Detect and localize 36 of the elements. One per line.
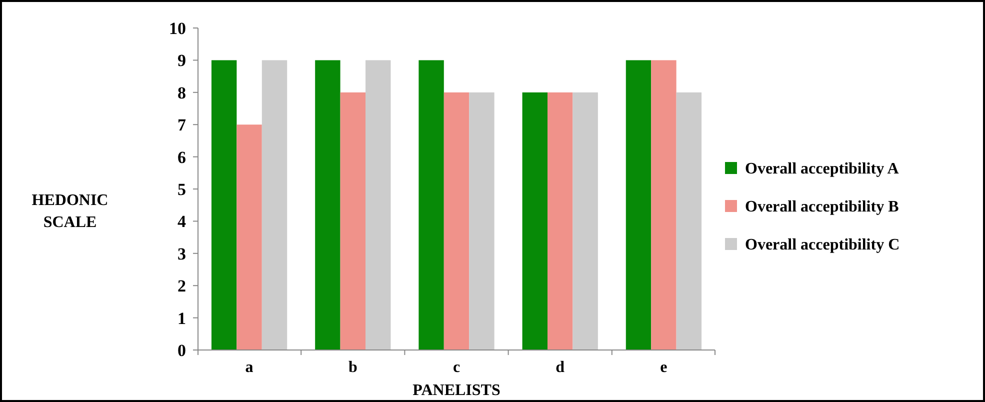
x-tick-label: a	[245, 359, 254, 376]
bar	[676, 92, 702, 350]
y-tick-label: 6	[178, 148, 186, 167]
bar	[211, 60, 237, 350]
legend-label: Overall acceptibility B	[745, 198, 900, 216]
y-tick-label: 7	[178, 116, 186, 135]
y-tick-label: 10	[169, 18, 186, 38]
bar	[340, 92, 366, 350]
bar	[626, 60, 652, 350]
x-tick-label: c	[452, 359, 460, 376]
legend-label: Overall acceptibility A	[745, 160, 900, 178]
bar	[418, 60, 444, 350]
y-tick-label: 5	[178, 180, 186, 199]
bar	[548, 92, 573, 350]
y-tick-label: 4	[178, 212, 186, 232]
y-tick-label: 0	[178, 340, 186, 360]
y-axis-title: HEDONIC SCALE	[32, 192, 108, 231]
legend-label: Overall acceptibility C	[745, 236, 900, 254]
bar	[366, 60, 391, 350]
bar	[444, 92, 470, 350]
x-tick-label: d	[556, 359, 565, 376]
y-tick-label: 2	[178, 276, 186, 296]
y-tick-label: 3	[178, 244, 186, 264]
bar	[572, 92, 598, 350]
x-tick-label: e	[660, 359, 668, 376]
x-tick-label: b	[348, 359, 358, 376]
bar	[315, 60, 340, 350]
y-tick-label: 8	[178, 83, 186, 102]
bar	[262, 60, 288, 350]
y-tick-label: 1	[178, 308, 186, 328]
x-axis-title: PANELISTS	[412, 382, 500, 399]
bar	[236, 124, 262, 350]
bar	[469, 92, 494, 350]
y-tick-label: 9	[178, 51, 186, 70]
bar	[651, 60, 676, 350]
bar	[522, 92, 548, 350]
